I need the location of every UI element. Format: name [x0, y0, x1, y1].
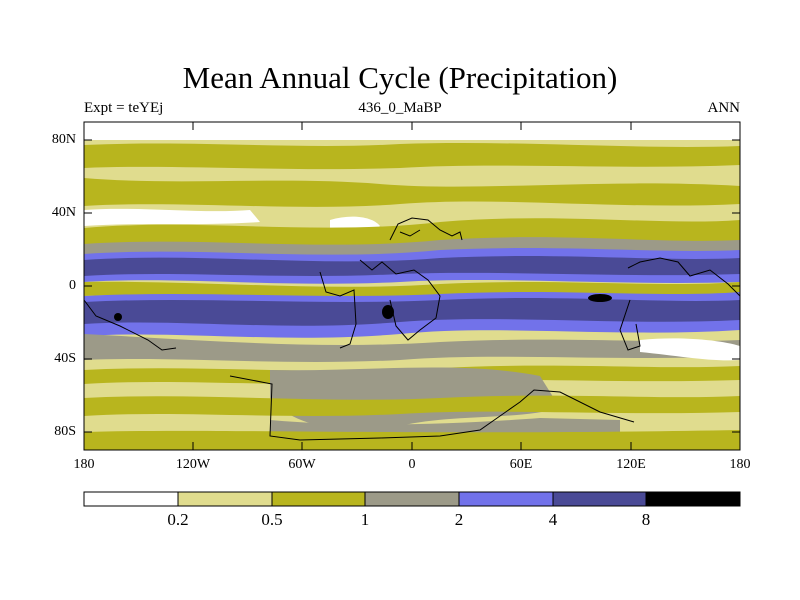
north-subtropic-dry-patch-west [84, 208, 260, 226]
season-label: ANN [707, 100, 741, 116]
north-high-latitude-band [84, 143, 740, 170]
north-itcz-core [84, 256, 740, 276]
colorbar-label-8: 8 [641, 510, 651, 529]
colorbar-box-4 [365, 492, 459, 506]
map-panel [83, 121, 741, 451]
continent-outline-antarctica [229, 375, 635, 441]
heavy-precip-spot-indian [588, 294, 612, 302]
colorbar-box-1 [84, 492, 178, 506]
colorbar-label-4: 4 [548, 510, 558, 529]
lon-label-120e: 120E [616, 457, 646, 472]
colorbar [83, 491, 741, 507]
south-polar-band [84, 430, 740, 450]
colorbar-box-7 [646, 492, 740, 506]
lat-label-40n: 40N [51, 205, 76, 220]
axis-ticks [84, 122, 740, 450]
lon-label-180e: 180 [729, 457, 751, 472]
lat-label-80s: 80S [54, 424, 76, 439]
experiment-label: Expt = teYEj [84, 100, 164, 116]
chart-title: Mean Annual Cycle (Precipitation) [182, 60, 618, 95]
south-subtropic-gray-band [84, 334, 740, 362]
heavy-precip-spot-pacific [114, 313, 122, 321]
lat-label-80n: 80N [51, 132, 76, 147]
colorbar-box-5 [459, 492, 553, 506]
lat-label-0: 0 [69, 278, 76, 293]
heavy-precip-spot-atlantic [382, 305, 394, 319]
lon-label-60e: 60E [509, 457, 533, 472]
south-subtropic-dry-patch-east [640, 338, 740, 361]
colorbar-frame [83, 491, 741, 507]
continent-outline-africa [319, 259, 441, 349]
lon-label-120w: 120W [175, 457, 211, 472]
south-high-latitude-band [84, 395, 740, 416]
colorbar-label-0-5: 0.5 [261, 510, 283, 529]
colorbar-box-6 [553, 492, 646, 506]
lat-label-40s: 40S [54, 351, 76, 366]
north-mid-latitude-band [84, 178, 740, 207]
colorbar-box-2 [178, 492, 272, 506]
colorbar-label-1: 1 [360, 510, 370, 529]
south-itcz-core [84, 298, 740, 326]
lon-label-180w: 180 [73, 457, 95, 472]
colorbar-label-2: 2 [454, 510, 464, 529]
lon-label-60w: 60W [288, 457, 316, 472]
lon-label-0: 0 [408, 457, 416, 472]
colorbar-box-3 [272, 492, 365, 506]
continent-outline-asia [619, 257, 741, 351]
continent-outline-north-africa [389, 217, 463, 241]
period-label: 436_0_MaBP [358, 100, 442, 116]
continent-outline-south-pacific [83, 299, 177, 351]
arctic-dry-band [84, 122, 740, 140]
colorbar-label-0-2: 0.2 [167, 510, 189, 529]
